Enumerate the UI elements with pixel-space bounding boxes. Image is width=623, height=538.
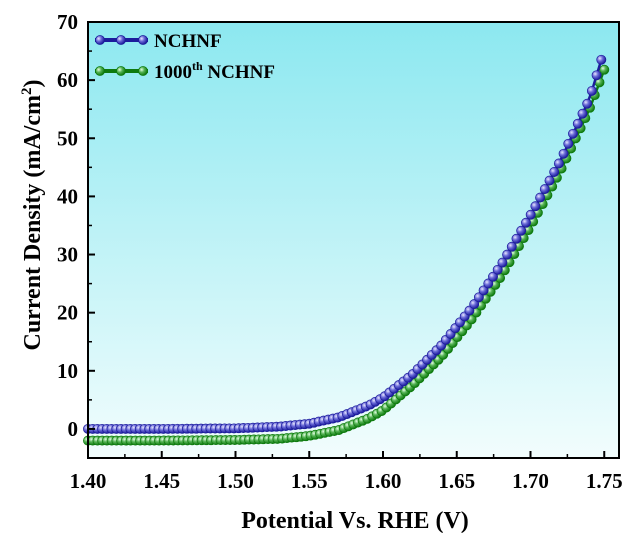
legend: NCHNF 1000th NCHNF — [95, 31, 275, 83]
x-tick-label: 1.65 — [438, 469, 475, 493]
series-nchnf — [83, 54, 607, 434]
data-point — [516, 225, 527, 236]
data-point — [558, 148, 569, 159]
data-point — [549, 167, 560, 177]
y-tick-label: 60 — [57, 68, 78, 92]
y-tick-label: 0 — [68, 417, 79, 441]
data-point — [469, 299, 480, 310]
data-point — [596, 54, 607, 65]
data-point — [492, 264, 503, 275]
series-layer — [83, 54, 610, 446]
x-axis-title: Potential Vs. RHE (V) — [241, 508, 469, 533]
data-point — [521, 217, 531, 228]
data-point — [586, 85, 597, 96]
legend-label-nchnf: NCHNF — [154, 31, 222, 52]
data-point — [568, 128, 578, 139]
legend-marker-nchnf-right — [116, 35, 126, 45]
data-point — [535, 192, 546, 203]
data-point — [577, 108, 588, 119]
x-tick-label: 1.60 — [365, 469, 402, 493]
data-point — [473, 292, 484, 303]
data-point — [572, 118, 583, 129]
data-point — [591, 70, 602, 81]
x-tick-label: 1.70 — [512, 469, 549, 493]
x-tick-label: 1.50 — [217, 469, 254, 493]
axes-layer: 1.40 1.45 1.50 1.55 1.60 1.65 1.70 1.75 0 10 20 30 4… — [57, 10, 623, 493]
legend-marker-1000th-left — [95, 66, 105, 76]
data-point — [488, 271, 498, 282]
data-point — [544, 175, 555, 186]
x-tick-label: 1.75 — [586, 469, 623, 493]
data-point — [506, 241, 517, 252]
data-point — [563, 138, 574, 149]
data-point — [483, 278, 494, 289]
x-tick-label: 1.55 — [291, 469, 328, 493]
x-tick-label: 1.40 — [70, 469, 107, 493]
legend-marker-1000th-right — [116, 66, 126, 76]
y-tick-label: 70 — [57, 10, 78, 34]
legend-marker-1000th-end — [138, 66, 148, 76]
data-point — [553, 158, 564, 169]
legend-label-1000th-nchnf: 1000th NCHNF — [154, 59, 275, 83]
data-point — [582, 98, 593, 109]
data-point — [497, 257, 508, 268]
y-axis-title: Current Density (mA/cm2) — [19, 79, 46, 350]
data-point — [478, 285, 489, 296]
y-tick-label: 40 — [57, 184, 78, 208]
data-point — [511, 233, 522, 244]
y-tick-label: 20 — [57, 301, 78, 325]
plot-frame — [87, 21, 620, 459]
x-tick-label: 1.45 — [143, 469, 180, 493]
legend-marker-nchnf-end — [138, 35, 148, 45]
legend-marker-nchnf-left — [95, 35, 105, 45]
y-tick-label: 30 — [57, 243, 78, 267]
data-point — [502, 249, 513, 260]
y-tick-label: 10 — [57, 359, 78, 383]
y-tick-label: 50 — [57, 126, 78, 150]
data-point — [599, 64, 610, 75]
plot-background — [88, 22, 619, 458]
data-point — [539, 184, 550, 195]
legend-item-1000th-nchnf: 1000th NCHNF — [95, 59, 275, 83]
data-point — [530, 201, 541, 212]
data-point — [525, 209, 536, 220]
legend-item-nchnf: NCHNF — [95, 31, 222, 52]
